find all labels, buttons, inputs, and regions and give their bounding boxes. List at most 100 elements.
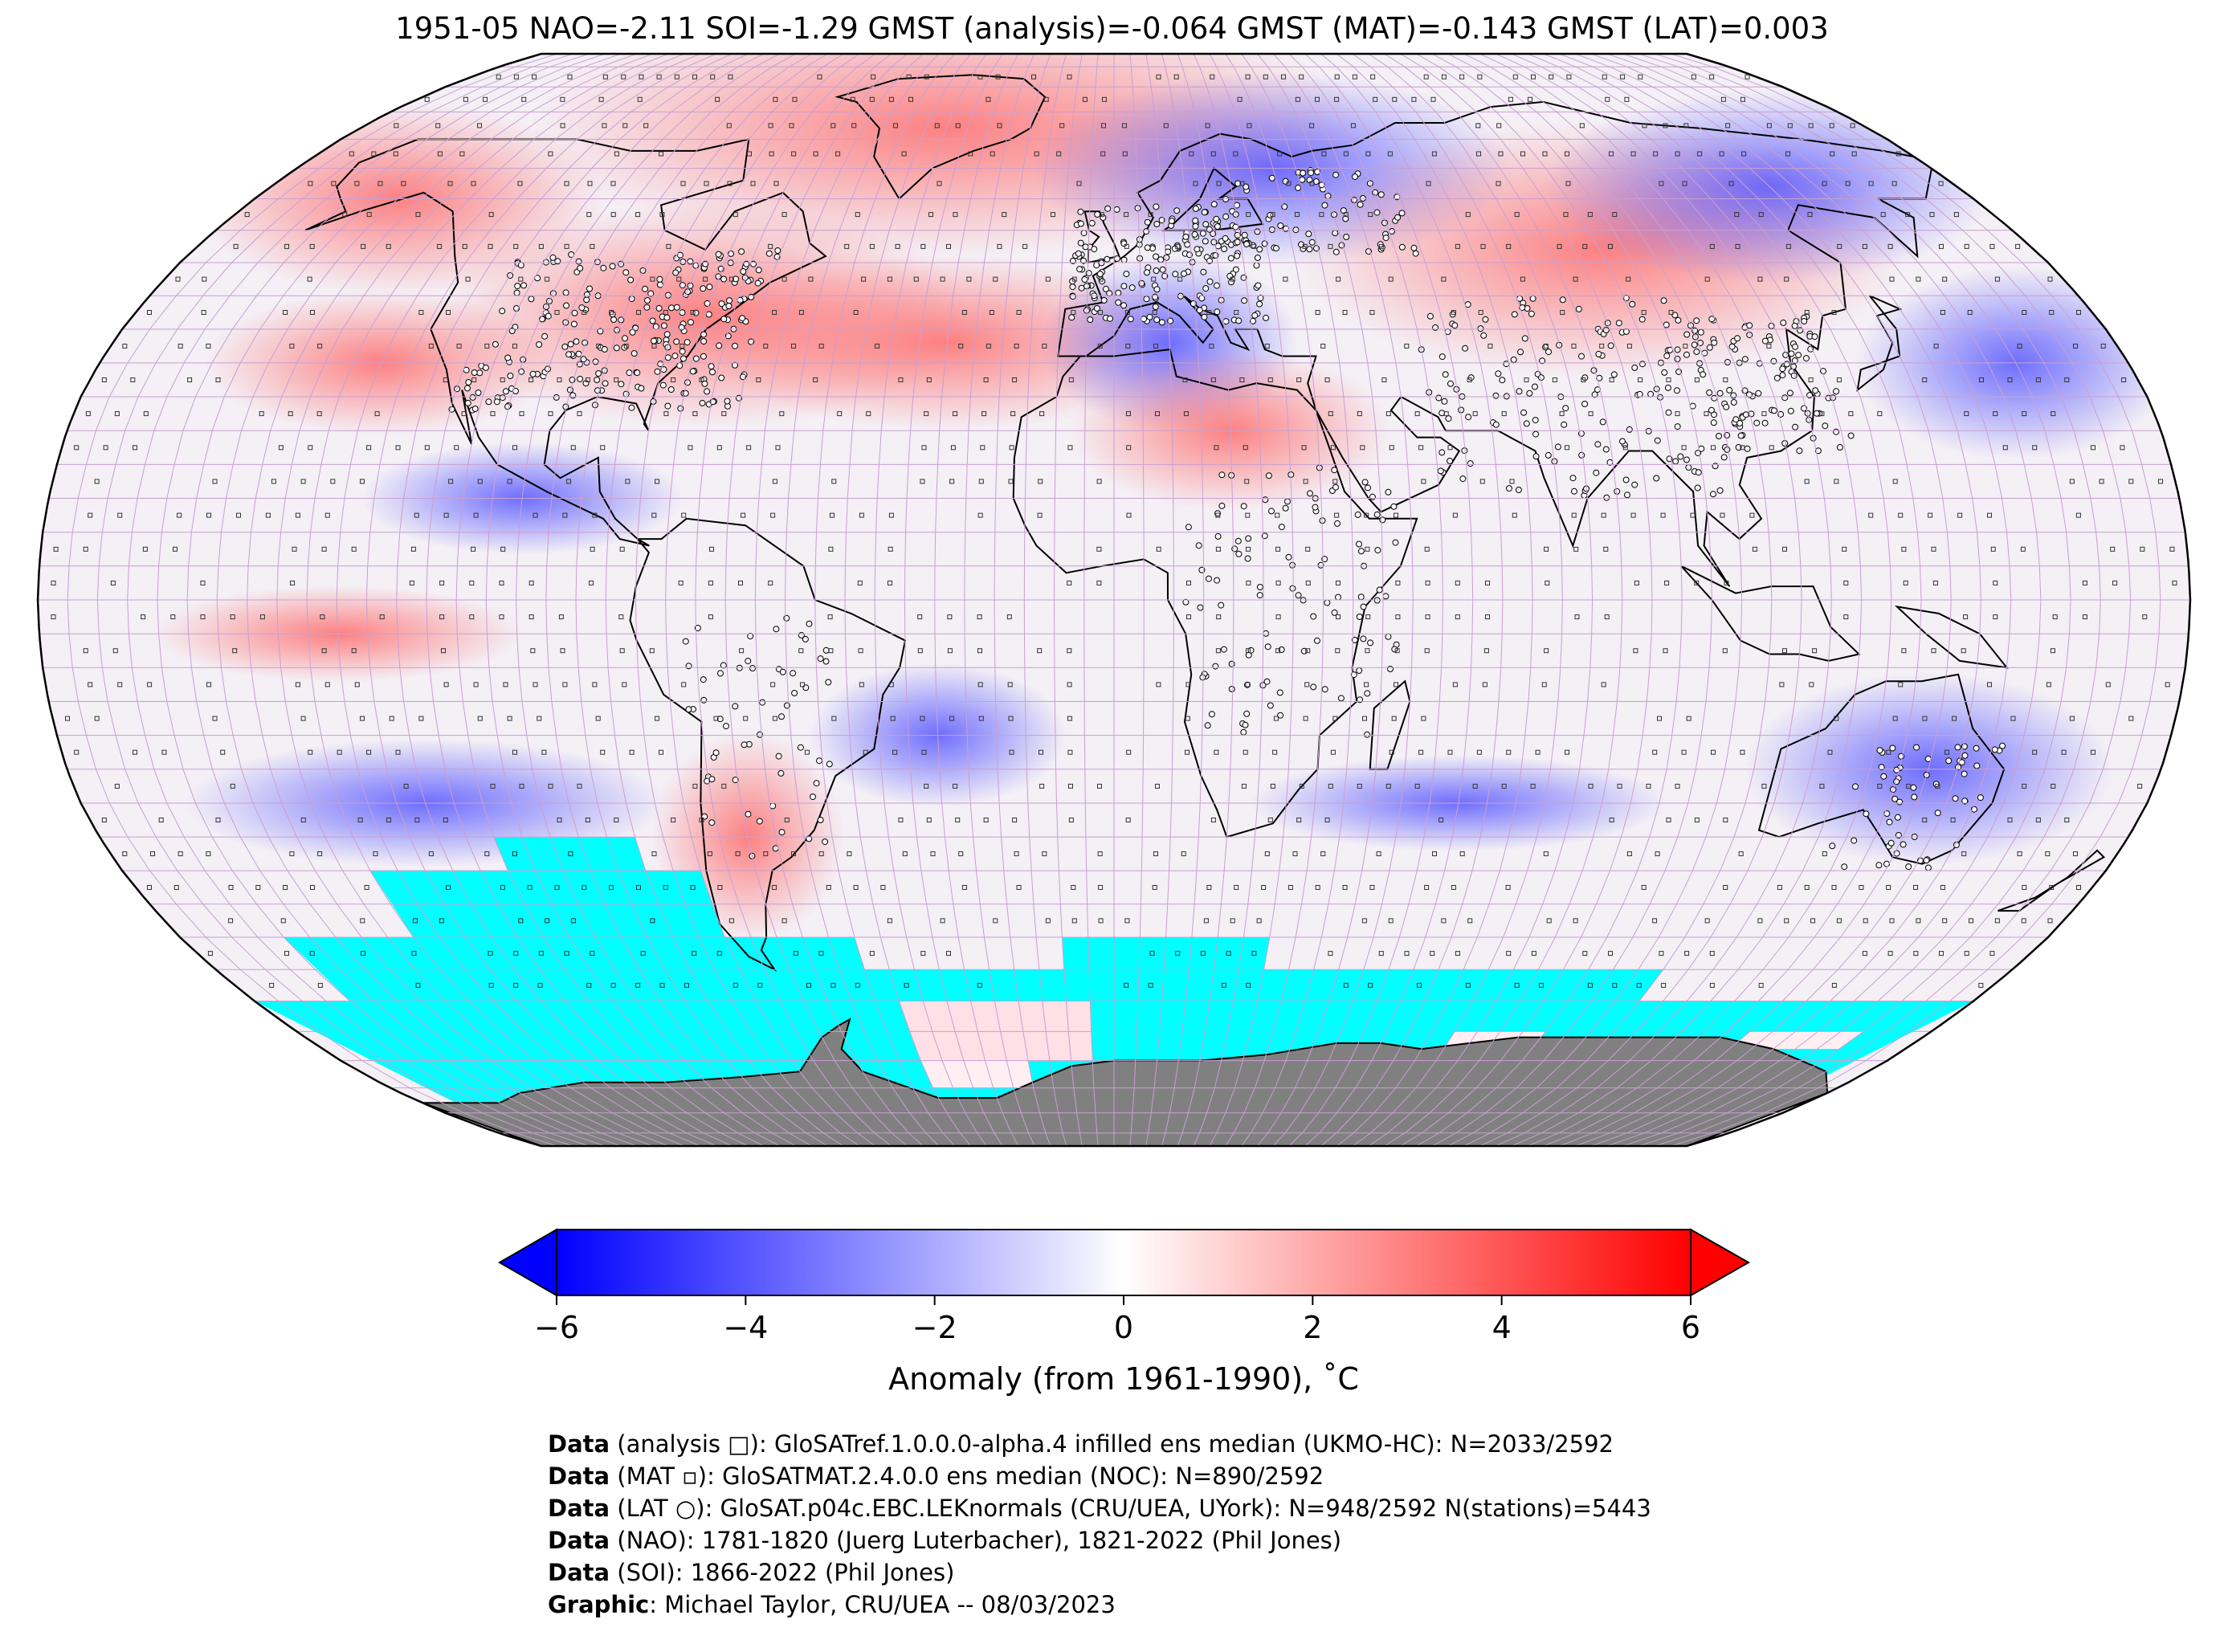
grid-cell-marker [1617,783,1622,789]
grid-cell-marker [715,96,720,102]
station-marker [668,304,675,312]
grid-cell-marker [851,123,857,128]
station-marker [1532,417,1539,424]
station-marker [1077,239,1084,247]
grid-cell-marker [902,851,908,857]
grid-cell-marker [887,918,892,924]
station-marker [1367,639,1374,647]
grid-cell-marker [1008,479,1014,484]
grid-cell-marker [619,648,625,654]
grid-cell-marker [1782,648,1787,654]
grid-cell-marker [1156,546,1161,552]
grid-cell-marker [1509,479,1515,484]
grid-meridian [1054,54,1083,1146]
station-marker [592,358,599,365]
station-marker [1194,246,1201,253]
grid-cell-marker [926,377,932,382]
grid-cell-marker [1097,783,1102,789]
grid-cell-marker [1745,74,1750,80]
grid-cell-marker [1264,343,1270,349]
station-marker [1313,637,1320,644]
grid-meridian [306,54,685,1146]
grid-cell-marker [447,181,453,186]
grid-cell-marker [1766,343,1772,349]
grid-cell-marker [1498,151,1504,157]
grid-cell-marker [958,343,964,349]
station-marker [1356,614,1363,620]
grid-cell-marker [1320,851,1326,857]
station-marker [715,251,722,258]
grid-cell-marker [635,982,641,988]
coastline-new-zealand [1998,849,2106,912]
grid-cell-marker [659,749,663,755]
grid-cell-marker [1156,74,1161,80]
grid-cell-marker [300,479,306,484]
grid-cell-marker [1336,614,1341,620]
station-marker [1308,239,1316,246]
grid-cell-marker [789,123,794,128]
station-marker [716,716,724,723]
grid-cell-marker [527,885,533,890]
grid-cell-marker [688,445,693,451]
grid-cell-marker [2010,716,2016,721]
grid-cell-marker [1605,96,1610,102]
grid-cell-marker [200,580,206,585]
station-marker [1934,810,1941,817]
grid-cell-marker [961,310,967,315]
grid-cell-marker [1834,716,1839,721]
grid-meridian [575,54,828,1146]
grid-cell-marker [781,276,787,282]
station-marker [778,829,786,836]
grid-cell-marker [892,749,898,755]
station-marker [1357,201,1364,208]
grid-cell-marker [1683,123,1689,128]
grid-cell-marker [2051,648,2055,654]
grid-cell-marker [1905,212,1911,218]
station-marker [1528,310,1535,317]
grid-cell-marker [1683,343,1688,349]
grid-cell-marker [716,445,722,451]
grid-cell-marker [997,243,1002,249]
station-marker [1242,721,1249,728]
station-marker [1961,797,1969,805]
grid-cell-marker [1837,377,1842,382]
grid-meridian [1431,54,1712,1146]
grid-cell-marker [528,614,534,620]
grid-cell-marker [770,512,776,518]
antarctica [422,1018,1829,1146]
station-marker [1369,493,1376,500]
grid-cell-marker [1608,243,1613,249]
credit-line: Data (SOI): 1866-2022 (Phil Jones) [548,1559,955,1586]
station-marker [708,363,715,370]
grid-cell-marker [880,885,886,890]
station-marker [1357,593,1365,601]
grid-cell-marker [173,546,178,552]
grid-cell-marker [863,749,868,755]
grid-cell-marker [228,918,234,924]
grid-cell-marker [2142,614,2148,620]
grid-cell-marker [831,716,837,721]
grid-cell-marker [443,682,449,687]
grid-cell-marker [1067,445,1073,451]
station-marker [667,386,675,393]
grid-cell-marker [2045,851,2051,857]
grid-cell-marker [1010,411,1016,417]
grid-cell-marker [366,749,372,755]
grid-cell-marker [1210,818,1216,822]
grid-cell-marker [1609,818,1614,822]
station-marker [1683,351,1690,358]
grid-cell-marker [1299,74,1304,80]
grid-cell-marker [2049,310,2055,315]
grid-cell-marker [2047,918,2053,924]
station-marker [649,317,656,324]
grid-cell-marker [930,851,936,857]
station-marker [1138,279,1145,287]
grid-cell-marker [1722,648,1728,654]
station-marker [1730,392,1737,399]
grid-cell-marker [1447,749,1453,755]
grid-cell-marker [679,343,685,349]
colorbar-tick-label: 0 [1114,1310,1133,1345]
station-marker [545,312,552,320]
grid-cell-marker [567,74,573,80]
grid-cell-marker [1467,918,1473,924]
